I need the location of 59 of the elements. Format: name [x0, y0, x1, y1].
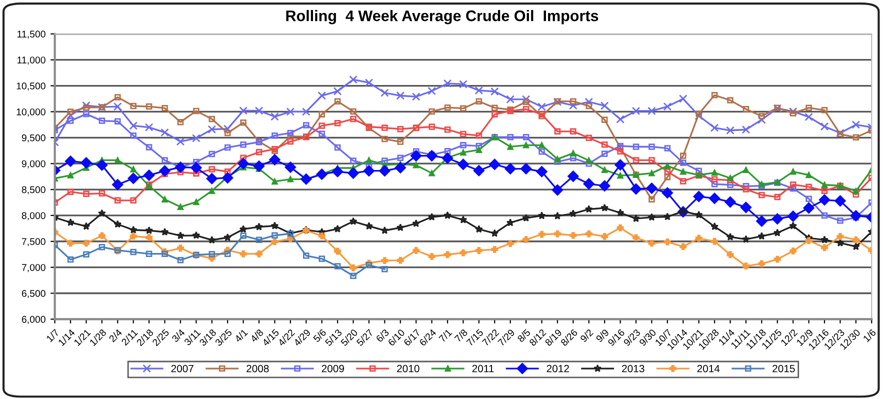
legend-label: 2009: [322, 364, 344, 372]
y-tick-label: 6,500: [22, 290, 46, 298]
y-tick-label: 7,500: [22, 238, 46, 246]
x-tick-label: 5/6: [312, 328, 327, 343]
y-tick-label: 8,000: [22, 212, 46, 220]
legend-label: 2010: [397, 364, 420, 372]
x-tick-label: 5/13: [324, 328, 342, 346]
x-tick-label: 6/17: [403, 328, 421, 346]
x-tick-label: 9/9: [595, 328, 610, 343]
chart-title: Rolling 4 Week Average Crude Oil Imports: [286, 10, 598, 24]
x-tick-label: 7/15: [466, 328, 484, 346]
x-tick-label: 1/21: [73, 328, 91, 346]
x-tick-label: 8/12: [528, 328, 546, 346]
y-tick-label: 6,000: [22, 316, 46, 324]
x-tick-label: 1/6: [862, 328, 876, 342]
x-tick-label: 4/1: [234, 328, 248, 343]
x-tick-label: 4/8: [250, 328, 264, 343]
legend-label: 2008: [246, 364, 269, 372]
x-tick-label: 9/30: [638, 328, 656, 346]
x-tick-label: 5/20: [340, 328, 358, 346]
x-tick-label: 4/15: [262, 328, 280, 346]
y-tick-label: 10,000: [16, 108, 46, 116]
x-tick-label: 9/23: [622, 328, 641, 346]
x-tick-label: 7/29: [497, 328, 516, 346]
x-tick-label: 7/22: [482, 328, 500, 346]
x-tick-label: 1/7: [46, 328, 60, 342]
x-tick-label: 6/3: [375, 328, 390, 342]
x-tick-label: 8/19: [544, 328, 562, 346]
y-tick-label: 8,500: [22, 186, 46, 194]
legend-label: 2012: [546, 364, 569, 372]
legend-label: 2007: [171, 364, 194, 372]
x-tick-label: 7/8: [454, 328, 468, 342]
x-tick-label: 2/4: [108, 328, 122, 342]
y-tick-label: 10,500: [16, 82, 46, 91]
x-tick-label: 8/5: [516, 328, 531, 343]
x-tick-label: 1/14: [58, 328, 76, 346]
x-tick-label: 2/18: [136, 328, 154, 346]
legend-label: 2014: [697, 364, 720, 372]
x-tick-label: 2/11: [120, 328, 138, 346]
y-tick-label: 11,000: [18, 56, 46, 65]
y-tick-label: 11,500: [18, 30, 46, 39]
x-tick-label: 6/24: [418, 328, 437, 346]
x-tick-label: 8/26: [560, 328, 578, 346]
legend-label: 2011: [472, 364, 494, 372]
x-tick-label: 6/10: [387, 328, 406, 346]
x-tick-label: 3/18: [198, 328, 217, 346]
x-tick-label: 12/2: [780, 328, 798, 346]
x-tick-label: 9/16: [607, 328, 626, 346]
x-tick-label: 4/22: [277, 328, 296, 346]
x-tick-label: 3/4: [171, 328, 186, 343]
legend-label: 2013: [622, 364, 644, 372]
x-tick-label: 3/11: [184, 328, 201, 346]
x-tick-label: 7/1: [438, 328, 452, 342]
x-tick-label: 9/2: [580, 328, 594, 343]
y-tick-label: 7,000: [22, 264, 46, 272]
y-tick-label: 9,500: [22, 134, 46, 142]
legend-label: 2015: [772, 364, 795, 372]
x-tick-label: 1/28: [89, 328, 107, 346]
y-tick-label: 9,000: [22, 160, 46, 168]
